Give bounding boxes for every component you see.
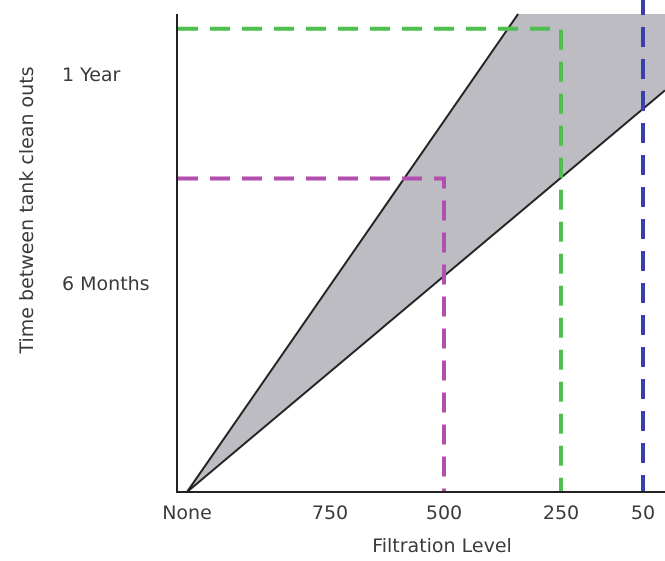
y-tick-label-1: 6 Months (62, 273, 150, 295)
x-tick-label-1: None (162, 502, 212, 524)
series-guide-1 (178, 176, 446, 492)
y-tick-label-2: 1 Year (62, 64, 121, 86)
band-upper-edge (186, 13, 519, 493)
x-tick-layer: None 750 500 250 50 (162, 502, 655, 524)
x-tick-label-3: 500 (426, 502, 462, 524)
series-guide-2 (178, 26, 563, 492)
series-layer (178, 0, 645, 492)
shaded-band (187, 14, 665, 492)
band-lower-edge (186, 89, 665, 493)
x-tick-label-5: 50 (631, 502, 655, 524)
y-axis-title: Time between tank clean outs (16, 66, 38, 354)
series-guide-3 (641, 0, 645, 492)
y-tick-layer: 6 Months 1 Year (62, 64, 150, 295)
x-axis-title: Filtration Level (372, 535, 512, 557)
x-tick-label-4: 250 (543, 502, 579, 524)
x-tick-label-2: 750 (312, 502, 348, 524)
